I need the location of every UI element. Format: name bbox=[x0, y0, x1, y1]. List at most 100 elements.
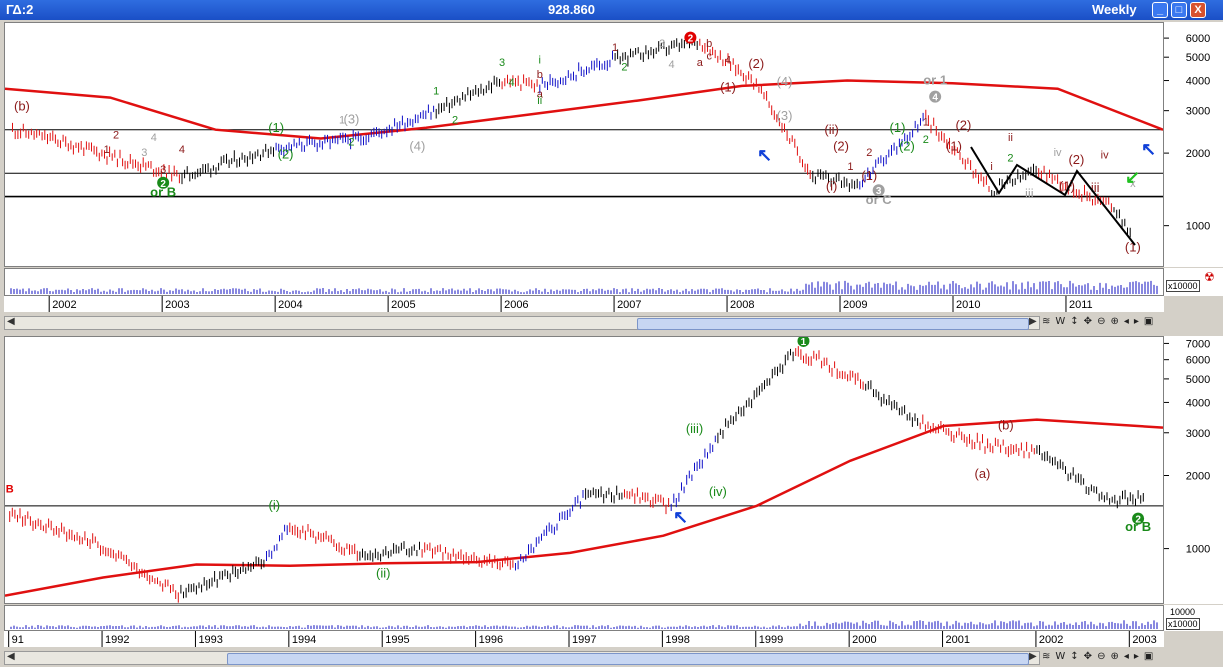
zoom-in-icon[interactable]: ⊕ bbox=[1110, 316, 1124, 327]
wave-label: b bbox=[537, 69, 543, 81]
move-icon[interactable]: ✥ bbox=[1083, 316, 1098, 327]
wave-label: 2 bbox=[866, 147, 872, 159]
maximize-icon-lower[interactable]: ▣ bbox=[1143, 651, 1159, 662]
price-bars-segment-1 bbox=[49, 130, 180, 184]
move-icon-lower[interactable]: ✥ bbox=[1083, 651, 1098, 662]
wave-label: (2) bbox=[1068, 152, 1084, 167]
year-tick-label: 1998 bbox=[665, 634, 689, 646]
upper-scrollbar[interactable]: ◀ ▶ bbox=[4, 316, 1040, 330]
wave-label: 2 bbox=[1135, 515, 1141, 526]
volume-bars bbox=[10, 280, 1158, 294]
price-bars-segment-1 bbox=[94, 536, 179, 603]
next-icon-lower[interactable]: ▸ bbox=[1133, 651, 1144, 662]
price-bars-segment-13 bbox=[818, 350, 864, 390]
price-bars-segment-10 bbox=[755, 78, 811, 179]
wave-label: a bbox=[537, 89, 544, 101]
wave-label: 2 bbox=[923, 134, 929, 146]
price-tick-label: 7000 bbox=[1186, 338, 1210, 350]
wave-label: 4 bbox=[151, 132, 157, 144]
price-bars-segment-5 bbox=[359, 541, 420, 562]
wave-marker-circle bbox=[684, 31, 697, 44]
price-bars-segment-2 bbox=[181, 143, 274, 185]
lower-price-panel[interactable]: B 2 or B 1 (i) (ii) (iii) (iv) (a) (b) ↖ bbox=[4, 336, 1164, 604]
year-tick-label: 2008 bbox=[730, 299, 754, 311]
wave-label: (2) bbox=[278, 146, 294, 161]
wave-label: 4 bbox=[668, 59, 674, 71]
price-bars-segment-18 bbox=[1106, 489, 1144, 509]
upper-price-panel[interactable]: (b) 2 or B 1 2 3 4 3 4 (1) (2) 1 (3) 2 (4) 1 2 3 4 i b a ii 1 2 3… bbox=[4, 22, 1164, 267]
wave-label: (1) bbox=[861, 168, 877, 183]
maximize-button[interactable]: □ bbox=[1171, 2, 1187, 18]
lower-scroll-thumb[interactable] bbox=[227, 653, 1029, 665]
wave-label: (ii) bbox=[376, 566, 390, 581]
wave-label: iii bbox=[1091, 180, 1100, 195]
next-icon[interactable]: ▸ bbox=[1133, 316, 1144, 327]
price-bars-segment-8 bbox=[614, 34, 698, 67]
wave-label: 4 bbox=[725, 55, 731, 67]
wave-marker-circle bbox=[157, 176, 170, 189]
vertical-zoom-icon-lower[interactable]: ↕ bbox=[1070, 651, 1084, 662]
pane-separator[interactable] bbox=[0, 333, 1223, 336]
weekly-toggle[interactable]: W bbox=[1055, 316, 1071, 327]
wave-label: (2) bbox=[748, 56, 764, 71]
upper-scroll-thumb[interactable] bbox=[637, 318, 1029, 330]
wave-label: iii bbox=[1025, 186, 1034, 201]
wave-marker-circle bbox=[929, 90, 942, 103]
price-bars-segment-2 bbox=[180, 556, 265, 599]
wave-label: 3 bbox=[141, 147, 147, 159]
price-tick-label: 4000 bbox=[1186, 397, 1210, 409]
wave-label: 2 bbox=[621, 62, 627, 74]
price-bars-segment-14 bbox=[865, 380, 919, 427]
wave-label: (ii) bbox=[824, 122, 838, 137]
close-button[interactable]: X bbox=[1190, 2, 1206, 18]
prev-icon[interactable]: ◂ bbox=[1123, 316, 1134, 327]
blue-arrow-icon: ↖ bbox=[1141, 139, 1156, 159]
volume-top-label: 10000 bbox=[1170, 607, 1196, 617]
wave-label: (2) bbox=[833, 139, 849, 154]
year-tick-label: 1995 bbox=[385, 634, 409, 646]
price-bars-segment-3 bbox=[266, 524, 288, 561]
volume-bars bbox=[10, 620, 1158, 629]
minimize-button[interactable]: _ bbox=[1152, 2, 1168, 18]
wave-label: (b) bbox=[14, 99, 30, 114]
vertical-zoom-icon[interactable]: ↕ bbox=[1070, 316, 1084, 327]
wave-label: ii bbox=[1008, 132, 1013, 144]
price-bars-segment-6 bbox=[501, 74, 538, 93]
lower-toolbar[interactable]: ≋W↕✥⊖⊕◂▸▣ bbox=[1042, 651, 1223, 665]
zoom-out-icon-lower[interactable]: ⊖ bbox=[1097, 651, 1111, 662]
maximize-icon[interactable]: ▣ bbox=[1143, 316, 1159, 327]
upper-price-axis: 6000 5000 4000 3000 2000 1000 bbox=[1164, 22, 1223, 267]
year-tick-label: 2010 bbox=[956, 299, 980, 311]
price-bars-segment-9 bbox=[624, 487, 670, 515]
zoom-in-icon-lower[interactable]: ⊕ bbox=[1110, 651, 1124, 662]
green-arrow-icon: ↙ bbox=[1125, 167, 1140, 187]
price-bars-segment-16 bbox=[982, 434, 1035, 459]
wave-label: (3) bbox=[777, 108, 793, 123]
wave-label: ii bbox=[537, 95, 542, 107]
year-tick-label: 1992 bbox=[105, 634, 129, 646]
zoom-out-icon[interactable]: ⊖ bbox=[1097, 316, 1111, 327]
hand-icon[interactable]: ≋ bbox=[1042, 316, 1056, 327]
wave-label: 1 bbox=[433, 86, 439, 98]
prev-icon-lower[interactable]: ◂ bbox=[1123, 651, 1134, 662]
year-tick-label: 2007 bbox=[617, 299, 641, 311]
price-tick-label: 2000 bbox=[1186, 148, 1210, 160]
wave-label: (4) bbox=[777, 74, 793, 89]
weekly-toggle-lower[interactable]: W bbox=[1055, 651, 1071, 662]
wave-label: i bbox=[539, 55, 541, 67]
price-bars-segment-0 bbox=[9, 507, 94, 549]
wave-label: (1) bbox=[946, 139, 962, 154]
hand-icon-lower[interactable]: ≋ bbox=[1042, 651, 1056, 662]
upper-volume-axis: x10000 ☢ bbox=[1164, 268, 1223, 296]
year-tick-label: 2002 bbox=[52, 299, 76, 311]
price-bars-segment-7 bbox=[515, 490, 584, 571]
lower-price-chart: B 2or B 1 (i) (ii) (iii) (iv) (a) (b) ↖ bbox=[5, 337, 1163, 603]
wave-label: 1 bbox=[847, 161, 853, 173]
lower-scrollbar[interactable]: ◀ ▶ bbox=[4, 651, 1040, 665]
volume-scale-label: x10000 bbox=[1166, 280, 1200, 292]
price-bars-segment-12 bbox=[795, 346, 817, 366]
upper-toolbar[interactable]: ≋W↕✥⊖⊕◂▸▣ bbox=[1042, 316, 1223, 330]
year-tick-label: 2000 bbox=[852, 634, 876, 646]
price-bars-segment-11 bbox=[717, 348, 794, 444]
